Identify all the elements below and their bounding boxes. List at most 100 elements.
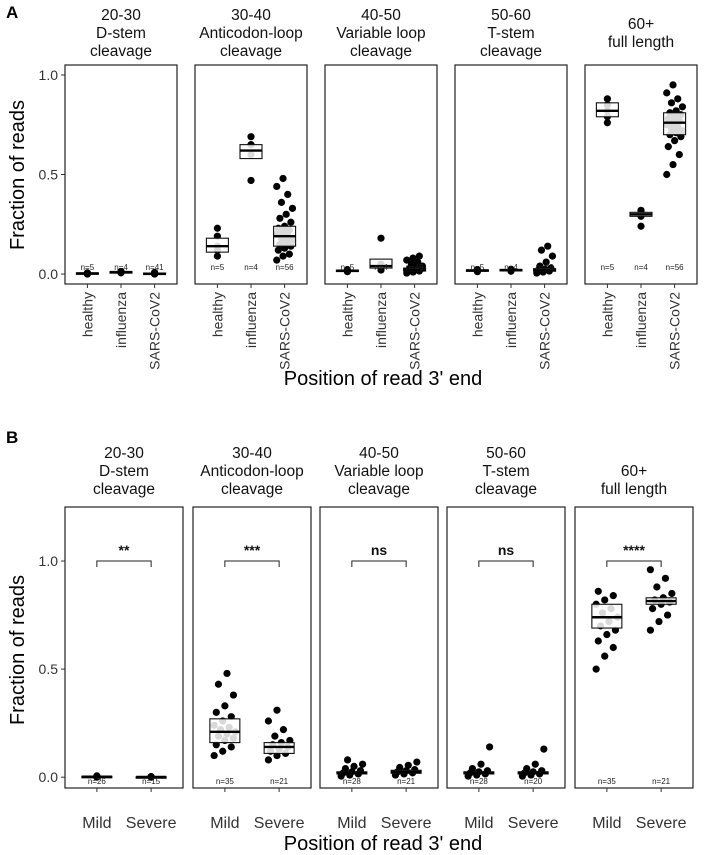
y-tick-label: 0.5	[39, 167, 59, 183]
data-point	[279, 726, 288, 734]
data-point	[409, 254, 417, 262]
significance-label: **	[119, 542, 130, 558]
data-point	[223, 669, 231, 678]
data-point	[403, 256, 411, 264]
x-tick-label: SARS-CoV2	[277, 292, 293, 370]
facet: 60+full length n=5 healthy n=4 influenza n=56…	[584, 16, 698, 370]
facet-title-line: T-stem	[487, 25, 534, 42]
n-label: n=4	[374, 263, 388, 272]
n-label: n=5	[601, 263, 615, 272]
facet-title-line: 60+	[628, 16, 654, 33]
facet-title-line: 50-60	[486, 445, 526, 462]
x-axis-title: Position of read 3' end	[284, 833, 482, 855]
data-point	[271, 732, 279, 740]
data-point	[536, 262, 544, 270]
data-point	[548, 252, 557, 260]
facet-title-line: 20-30	[101, 7, 141, 24]
data-point	[603, 95, 612, 103]
data-point	[413, 758, 421, 766]
y-axis-title: Fraction of reads	[7, 100, 29, 250]
x-tick-label: Severe	[508, 815, 559, 832]
data-point	[655, 617, 663, 626]
facet-title-line: cleavage	[220, 43, 282, 60]
data-point	[646, 626, 655, 634]
facet-title-line: full length	[608, 34, 674, 51]
x-tick-label: healthy	[79, 292, 95, 337]
data-point	[468, 764, 477, 773]
data-point	[414, 258, 422, 266]
data-point	[663, 611, 672, 619]
x-tick-label: SARS-CoV2	[667, 292, 683, 370]
x-tick-label: Severe	[636, 815, 687, 832]
significance-label: ns	[371, 542, 388, 558]
x-tick-label: Mild	[82, 815, 111, 832]
significance-label: ns	[498, 542, 515, 558]
y-tick-label: 1.0	[39, 553, 59, 569]
data-point	[531, 760, 539, 768]
facet-title-line: Variable loop	[334, 463, 423, 480]
data-point	[288, 204, 297, 212]
data-point	[358, 760, 367, 768]
data-point	[477, 760, 485, 768]
facet-frame	[319, 506, 439, 789]
data-point	[668, 589, 676, 598]
group: n=5 healthy	[465, 263, 489, 337]
n-label: n=28	[470, 777, 489, 786]
data-point	[603, 119, 612, 127]
data-point	[247, 176, 255, 185]
n-label: n=26	[88, 777, 107, 786]
facet-frame	[584, 64, 698, 285]
group: n=48 SARS-CoV2	[533, 242, 557, 370]
group: n=21 Severe	[636, 566, 687, 832]
x-tick-label: influenza	[243, 292, 259, 348]
group: n=5 healthy	[75, 263, 99, 337]
data-point	[675, 150, 683, 159]
n-label: n=4	[244, 263, 258, 272]
n-label: n=21	[397, 777, 416, 786]
data-point	[227, 743, 235, 751]
n-label: n=35	[216, 777, 235, 786]
data-point	[663, 89, 671, 97]
facet-title-line: 20-30	[104, 445, 144, 462]
facet-title-line: D-stem	[96, 25, 146, 42]
y-tick-label: 0.0	[39, 769, 59, 785]
data-point	[540, 745, 548, 753]
x-tick-label: SARS-CoV2	[147, 292, 163, 370]
facet-title-line: 50-60	[491, 7, 531, 24]
facet-frame	[454, 64, 568, 285]
facet-frame	[574, 506, 694, 789]
data-point	[377, 234, 385, 242]
group: n=4 influenza	[499, 263, 523, 348]
data-point	[485, 743, 494, 751]
significance-label: ****	[623, 542, 645, 558]
data-point	[678, 103, 687, 111]
x-tick-label: Mild	[337, 815, 366, 832]
group: n=56 SARS-CoV2	[663, 81, 687, 370]
x-tick-label: Mild	[464, 815, 493, 832]
panel-letter: A	[6, 3, 18, 22]
data-point	[537, 246, 546, 254]
data-point	[592, 665, 600, 673]
data-point	[609, 592, 617, 600]
data-point	[603, 630, 611, 639]
n-label: n=5	[81, 263, 95, 272]
facet-title-line: 40-50	[361, 7, 401, 24]
n-label: n=4	[634, 263, 648, 272]
data-point	[274, 246, 282, 254]
x-tick-label: influenza	[633, 292, 649, 348]
data-point	[637, 222, 645, 230]
facet-title-line: T-stem	[482, 463, 529, 480]
data-point	[279, 252, 287, 260]
group: n=35 Mild	[591, 587, 623, 832]
n-label: n=41	[146, 263, 165, 272]
x-axis-title: Position of read 3' end	[284, 368, 482, 390]
data-point	[667, 99, 676, 107]
data-point	[273, 182, 281, 191]
x-tick-label: healthy	[339, 292, 355, 337]
data-point	[542, 258, 550, 266]
data-point	[594, 637, 602, 645]
facet-title-line: 30-40	[232, 445, 272, 462]
data-point	[544, 242, 552, 250]
